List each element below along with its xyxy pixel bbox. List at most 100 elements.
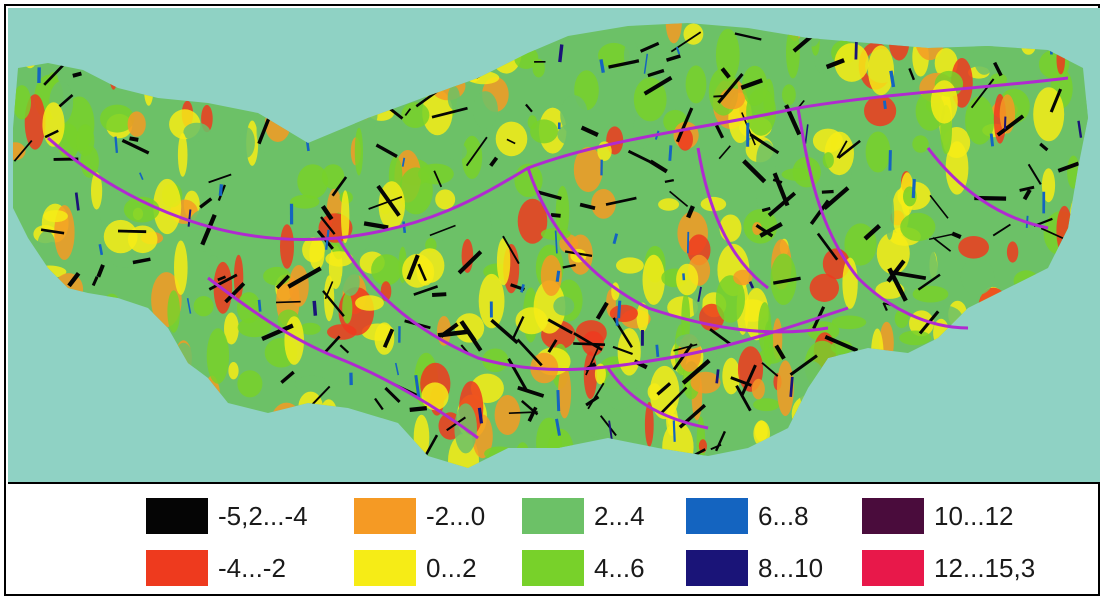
terrain-patch bbox=[60, 340, 85, 391]
terrain-patch bbox=[770, 253, 797, 305]
terrain-patch bbox=[517, 198, 548, 244]
terrain-patch bbox=[153, 178, 182, 235]
ridge-stroke bbox=[740, 78, 763, 90]
terrain-patch bbox=[1051, 448, 1063, 468]
terrain-patch bbox=[76, 124, 95, 157]
ridge-stroke bbox=[323, 335, 341, 354]
ridge-stroke bbox=[112, 402, 125, 423]
valley-stroke bbox=[682, 273, 686, 281]
terrain-patch bbox=[163, 464, 193, 468]
ridge-stroke bbox=[816, 232, 839, 261]
valley-stroke bbox=[105, 456, 111, 468]
terrain-patch bbox=[1006, 241, 1019, 263]
ridge-stroke bbox=[774, 344, 786, 360]
valley-stroke bbox=[421, 31, 425, 48]
ridge-stroke bbox=[1090, 333, 1100, 347]
valley-stroke bbox=[114, 136, 119, 153]
ridge-stroke bbox=[585, 395, 600, 407]
ridge-stroke bbox=[891, 270, 927, 281]
ridge-stroke bbox=[886, 259, 906, 283]
terrain-patch bbox=[894, 309, 909, 329]
ridge-stroke bbox=[1051, 23, 1079, 32]
ridge-stroke bbox=[313, 23, 338, 37]
terrain-patch bbox=[264, 105, 291, 142]
ridge-stroke bbox=[287, 266, 322, 289]
valley-stroke bbox=[602, 463, 608, 468]
valley-stroke bbox=[186, 298, 192, 314]
ridge-stroke bbox=[310, 95, 338, 112]
terrain-patch bbox=[676, 263, 699, 296]
terrain-patch bbox=[411, 456, 436, 468]
terrain-patch bbox=[280, 224, 294, 269]
ridge-stroke bbox=[1022, 188, 1032, 201]
terrain-patch bbox=[906, 355, 941, 395]
ridge-stroke bbox=[1070, 257, 1084, 275]
terrain-patch bbox=[900, 212, 936, 242]
legend-swatch bbox=[686, 498, 748, 534]
valley-stroke bbox=[612, 233, 619, 245]
terrain-patch bbox=[13, 440, 34, 468]
ridge-stroke bbox=[979, 365, 1004, 383]
valley-stroke bbox=[686, 231, 690, 254]
terrain-patch bbox=[116, 330, 144, 373]
valley-stroke bbox=[394, 362, 400, 376]
terrain-patch bbox=[888, 23, 910, 61]
valley-stroke bbox=[230, 23, 235, 45]
terrain-patch bbox=[876, 232, 910, 275]
valley-stroke bbox=[556, 390, 561, 412]
ridge-stroke bbox=[825, 58, 845, 70]
terrain-patch bbox=[322, 467, 332, 468]
terrain-patch bbox=[573, 146, 603, 193]
terrain-patch bbox=[514, 46, 539, 69]
stream-line bbox=[606, 367, 709, 430]
ridge-stroke bbox=[670, 31, 702, 53]
ridge-stroke bbox=[429, 224, 456, 237]
ridge-stroke bbox=[384, 386, 401, 403]
valley-stroke bbox=[643, 53, 649, 74]
ridge-stroke bbox=[26, 366, 59, 389]
terrain-patch bbox=[175, 382, 203, 431]
ridge-stroke bbox=[929, 194, 949, 219]
terrain-patch bbox=[472, 91, 498, 129]
terrain-patch bbox=[111, 250, 137, 268]
terrain-patch bbox=[642, 254, 665, 305]
valley-stroke bbox=[257, 299, 262, 312]
ridge-stroke bbox=[963, 397, 983, 407]
terrain-patch bbox=[946, 429, 981, 456]
ridge-stroke bbox=[167, 47, 183, 55]
terrain-patch bbox=[88, 351, 113, 370]
valley-stroke bbox=[655, 344, 660, 358]
terrain-patch bbox=[990, 330, 1017, 380]
ridge-stroke bbox=[669, 190, 689, 208]
terrain-patch bbox=[685, 65, 707, 104]
ridge-stroke bbox=[928, 233, 954, 241]
legend-item: 4...6 bbox=[522, 548, 645, 588]
ridge-stroke bbox=[55, 46, 68, 55]
valley-stroke bbox=[608, 420, 614, 442]
ridge-stroke bbox=[824, 335, 859, 353]
terrain-patch bbox=[100, 104, 135, 133]
ridge-stroke bbox=[740, 364, 757, 396]
valley-stroke bbox=[882, 100, 887, 110]
terrain-patch bbox=[837, 446, 848, 467]
terrain-patch bbox=[1021, 35, 1036, 55]
stream-line bbox=[926, 147, 1049, 230]
valley-stroke bbox=[897, 406, 902, 423]
valley-stroke bbox=[74, 192, 80, 211]
terrain-patch bbox=[616, 257, 644, 274]
legend-swatch bbox=[686, 550, 748, 586]
ridge-stroke bbox=[273, 100, 288, 128]
terrain-patch bbox=[39, 49, 51, 63]
terrain-patch bbox=[319, 399, 338, 437]
ridge-stroke bbox=[761, 206, 771, 212]
ridge-stroke bbox=[773, 276, 801, 285]
terrain-patch bbox=[1003, 372, 1015, 407]
legend-label: -5,2...-4 bbox=[218, 500, 308, 531]
valley-stroke bbox=[414, 375, 421, 398]
ridge-stroke bbox=[837, 139, 861, 159]
legend-swatch bbox=[862, 498, 924, 534]
terrain-patch bbox=[530, 119, 558, 144]
terrain-patch bbox=[557, 123, 588, 146]
ridge-stroke bbox=[550, 213, 561, 218]
ridge-stroke bbox=[261, 323, 294, 341]
